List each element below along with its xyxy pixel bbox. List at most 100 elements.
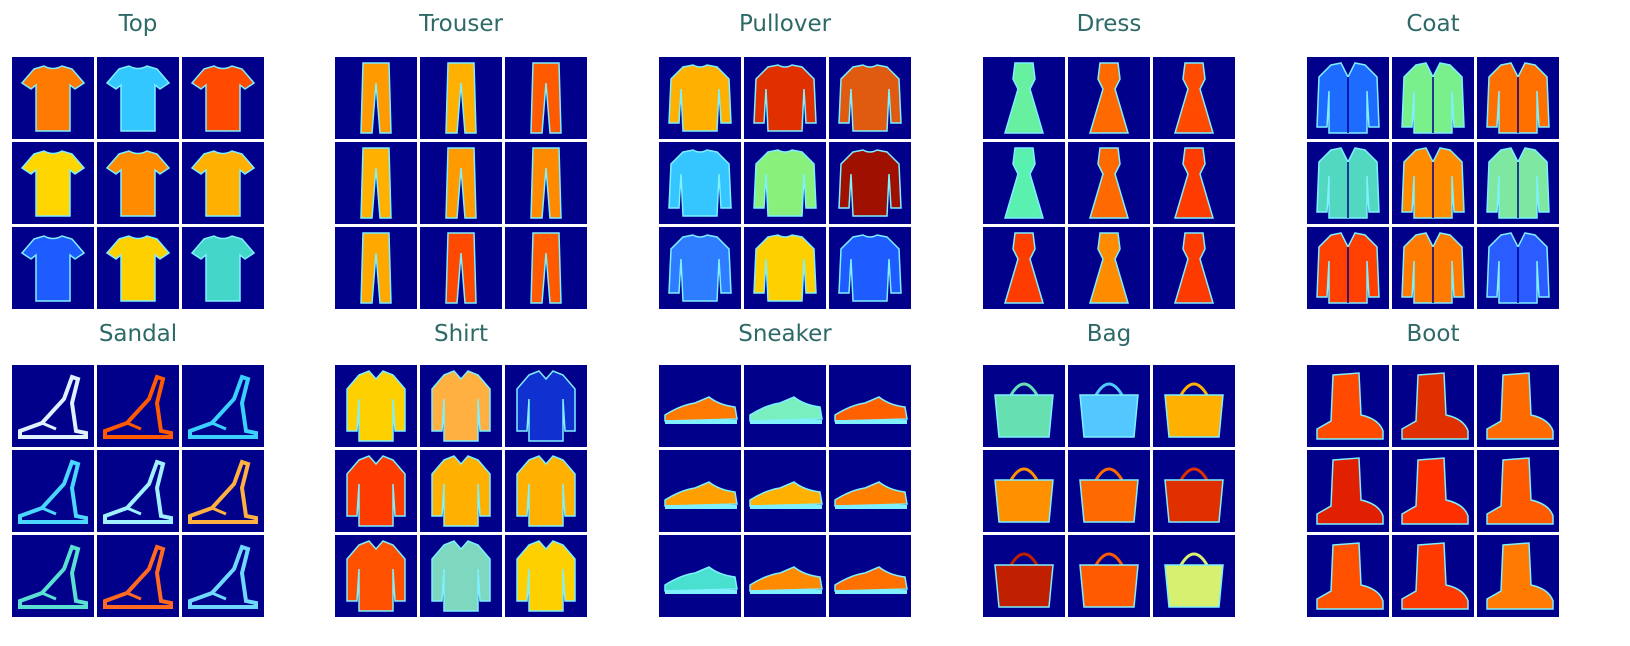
sample-image	[659, 450, 741, 532]
sample-image	[1392, 227, 1474, 309]
boot-icon	[1401, 457, 1469, 525]
image-grid	[659, 57, 911, 309]
pullover-icon	[753, 234, 817, 302]
shirt-icon	[516, 370, 576, 442]
bag-icon	[1164, 467, 1224, 523]
sample-image	[1307, 227, 1389, 309]
sample-image	[182, 365, 264, 447]
pullover-icon	[668, 149, 732, 217]
sample-image	[182, 535, 264, 617]
sample-image	[744, 450, 826, 532]
trouser-icon	[445, 232, 477, 304]
sample-image	[659, 365, 741, 447]
sample-image	[1477, 535, 1559, 617]
pullover-icon	[668, 234, 732, 302]
boot-icon	[1486, 372, 1554, 440]
sample-image	[1153, 57, 1235, 139]
sample-image	[1068, 142, 1150, 224]
sample-image	[12, 57, 94, 139]
shirt-icon	[346, 455, 406, 527]
sandal-icon	[188, 459, 258, 524]
sample-image	[1307, 57, 1389, 139]
bag-icon	[1079, 382, 1139, 438]
sample-image	[1153, 142, 1235, 224]
image-grid	[335, 57, 587, 309]
coat-icon	[1486, 62, 1550, 134]
sample-image	[182, 227, 264, 309]
sample-image	[1153, 450, 1235, 532]
dress-icon	[1003, 232, 1045, 304]
sample-image	[335, 535, 417, 617]
pullover-icon	[668, 64, 732, 132]
trouser-icon	[360, 62, 392, 134]
boot-icon	[1316, 457, 1384, 525]
pullover-icon	[838, 64, 902, 132]
sample-image	[829, 57, 911, 139]
sample-image	[829, 142, 911, 224]
sample-image	[1392, 57, 1474, 139]
panel-title: Dress	[1076, 11, 1142, 37]
sample-image	[1068, 365, 1150, 447]
trouser-icon	[530, 62, 562, 134]
shirt-icon	[431, 455, 491, 527]
sneaker-icon	[749, 481, 823, 509]
sample-image	[1307, 142, 1389, 224]
sample-image	[1307, 450, 1389, 532]
panel-title: Top	[118, 11, 158, 37]
sample-image	[182, 450, 264, 532]
coat-icon	[1486, 232, 1550, 304]
sample-image	[1068, 535, 1150, 617]
sample-image	[420, 450, 502, 532]
sample-image	[12, 535, 94, 617]
sandal-icon	[188, 544, 258, 609]
dress-icon	[1173, 232, 1215, 304]
trouser-icon	[530, 147, 562, 219]
image-grid	[983, 57, 1235, 309]
sample-image	[505, 365, 587, 447]
sample-image	[1477, 365, 1559, 447]
sample-image	[505, 450, 587, 532]
shirt-icon	[431, 540, 491, 612]
pullover-icon	[838, 149, 902, 217]
pullover-icon	[753, 64, 817, 132]
sample-image	[983, 450, 1065, 532]
panel-title: Sneaker	[738, 321, 832, 347]
sample-image	[335, 365, 417, 447]
top-icon	[105, 150, 171, 217]
sample-image	[659, 227, 741, 309]
sneaker-icon	[834, 481, 908, 509]
sample-image	[335, 142, 417, 224]
coat-icon	[1401, 147, 1465, 219]
sample-image	[1068, 227, 1150, 309]
panel-title: Bag	[1086, 321, 1132, 347]
trouser-icon	[445, 62, 477, 134]
sample-image	[97, 142, 179, 224]
trouser-icon	[445, 147, 477, 219]
sneaker-icon	[664, 396, 738, 424]
sample-image	[744, 57, 826, 139]
sample-image	[97, 227, 179, 309]
sandal-icon	[103, 544, 173, 609]
sample-image	[97, 365, 179, 447]
bag-icon	[1164, 552, 1224, 608]
sample-image	[829, 450, 911, 532]
coat-icon	[1486, 147, 1550, 219]
coat-icon	[1316, 232, 1380, 304]
sample-image	[744, 365, 826, 447]
dress-icon	[1003, 147, 1045, 219]
sample-image	[505, 227, 587, 309]
sample-image	[1477, 57, 1559, 139]
image-grid	[983, 365, 1235, 617]
sample-image	[505, 535, 587, 617]
sample-image	[1477, 450, 1559, 532]
sample-image	[1068, 450, 1150, 532]
sample-image	[182, 142, 264, 224]
sample-image	[744, 227, 826, 309]
shirt-icon	[431, 370, 491, 442]
dress-icon	[1003, 62, 1045, 134]
bag-icon	[1079, 467, 1139, 523]
sample-image	[1068, 57, 1150, 139]
sample-image	[1392, 535, 1474, 617]
sample-image	[420, 227, 502, 309]
image-grid	[335, 365, 587, 617]
